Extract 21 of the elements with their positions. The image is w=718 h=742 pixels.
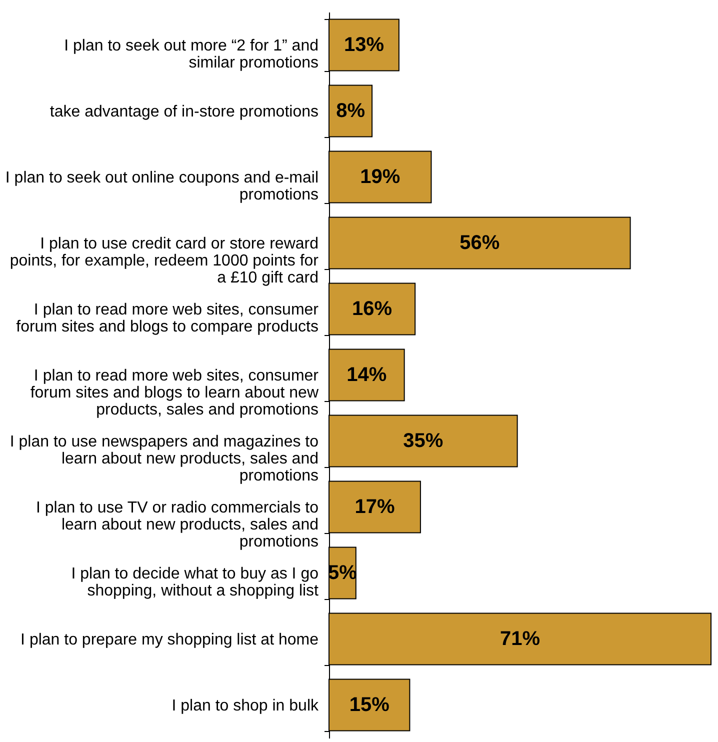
y-tick-label: I plan to decide what to buy as I go shopping, without a shopping list: [71, 566, 320, 600]
data-label: 71%: [500, 628, 540, 650]
y-tick-label: I plan to seek out more “2 for 1” and similar promotions: [64, 38, 318, 72]
y-tick-label: I plan to read more web sites, consumer forum sites and blogs to compare products: [16, 302, 320, 336]
y-tick-label: I plan to use newspapers and magazines to learn about new products, sales and promotions: [10, 434, 319, 484]
y-tick-label: I plan to use credit card or store reward points, for example, redeem 1000 points for a £10 gift card: [10, 236, 320, 286]
y-tick-label: I plan to use TV or radio commercials to learn about new products, sales and promotions: [36, 500, 319, 550]
y-tick-label: I plan to seek out online coupons and e-mail promotions: [5, 170, 318, 204]
y-tick-label: I plan to read more web sites, consumer forum sites and blogs to learn about new products, sales and promotions: [30, 368, 320, 418]
data-label: 17%: [354, 496, 395, 518]
y-tick-label: I plan to shop in bulk: [172, 698, 320, 714]
data-label: 15%: [349, 694, 390, 716]
data-label: 14%: [346, 364, 387, 386]
y-tick-label: take advantage of in-store promotions: [50, 104, 318, 120]
data-label: 56%: [460, 232, 500, 254]
data-label: 8%: [336, 100, 366, 122]
data-label: 13%: [344, 34, 384, 56]
data-label: 35%: [403, 430, 444, 452]
data-label: 16%: [352, 298, 392, 320]
data-label: 19%: [360, 166, 400, 188]
y-tick-label: I plan to prepare my shopping list at home: [20, 632, 319, 648]
